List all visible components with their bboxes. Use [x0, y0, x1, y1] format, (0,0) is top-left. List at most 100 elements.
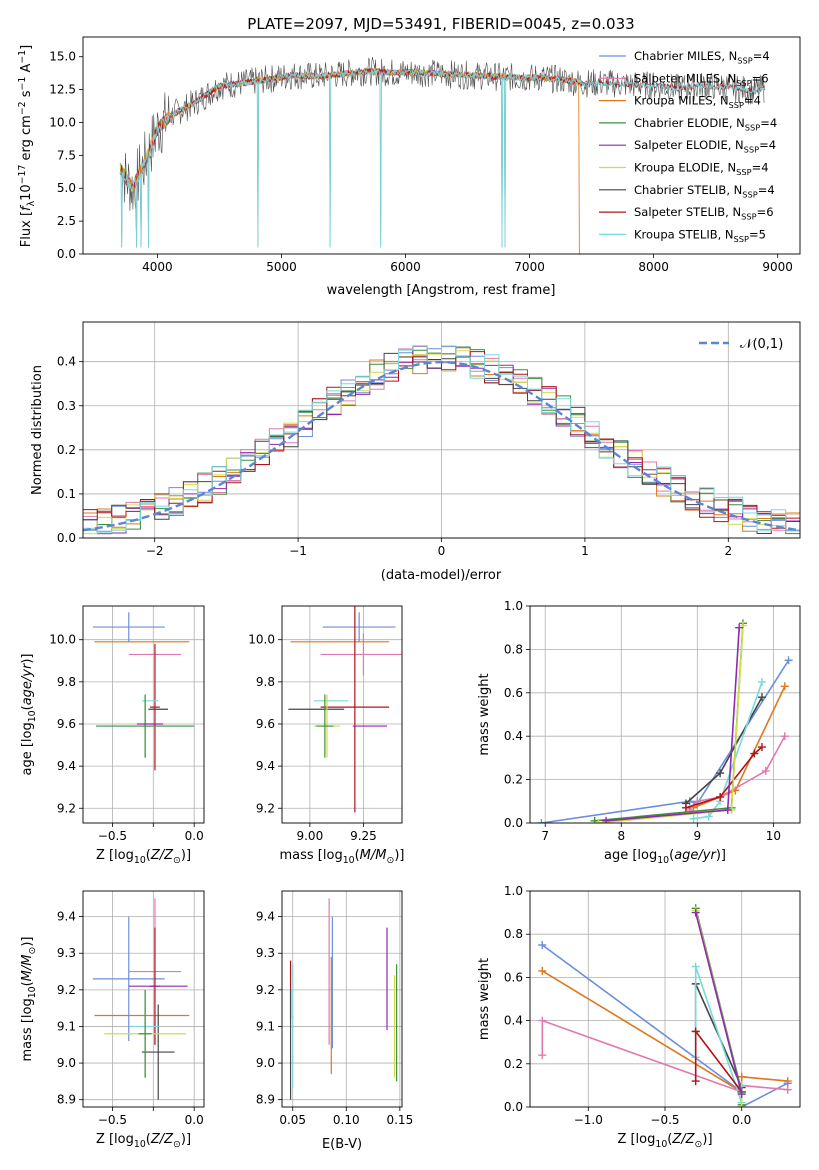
y-tick-label: 9.2	[57, 983, 76, 997]
label-part: =6	[752, 71, 769, 85]
axes-frame: 4000 5000 6000 7000 8000 9000 0.0 2.5 5.0 7.5 10.0…	[49, 36, 801, 274]
label-part: mass [log	[280, 848, 343, 863]
plot-area	[92, 612, 195, 771]
legend-label-4: Salpeter ELODIE, NSSP=4	[634, 138, 776, 154]
plot-area	[538, 904, 792, 1107]
weight-marker	[538, 1016, 547, 1025]
label-part: )]	[702, 1132, 712, 1147]
y-tick-label: 9.6	[57, 717, 76, 731]
weight-marker	[691, 1077, 700, 1086]
x-tick-label: 8	[617, 829, 625, 843]
weight-line-8	[694, 912, 743, 1095]
weight-marker	[757, 677, 766, 686]
weight-marker	[737, 1072, 746, 1081]
weight-marker	[723, 805, 732, 814]
label-part: )]	[716, 848, 726, 863]
x-tick-label: −0.5	[98, 1113, 127, 1127]
y-tick-label: 0.8	[504, 927, 523, 941]
weight-marker	[735, 623, 744, 632]
plot-area	[537, 619, 793, 823]
y-tick-label: 9.1	[57, 1019, 76, 1033]
hist-line-7	[83, 351, 800, 529]
weight-marker	[691, 1027, 700, 1036]
label-part: 10	[655, 1139, 667, 1150]
label-part: )]	[181, 848, 191, 863]
plot-area	[92, 898, 190, 1100]
label-part: Chabrier STELIB, N	[634, 183, 742, 197]
label-part: M/M	[20, 955, 35, 982]
label-part: (	[669, 848, 674, 863]
x-tick-label: 9.00	[296, 829, 323, 843]
weight-marker	[602, 816, 611, 823]
y-tick-label: 9.4	[57, 910, 76, 924]
x-tick-label: 4000	[142, 260, 173, 274]
label-part: −1	[17, 77, 28, 91]
legend-label-1: Salpeter MILES, NSSP=6	[634, 71, 769, 87]
hist-legend: 𝒩(0,1)	[699, 337, 783, 352]
y-tick-label: 9.3	[57, 946, 76, 960]
y-tick-label: 0.4	[504, 1014, 523, 1028]
y-tick-label: 1.0	[504, 599, 523, 613]
label-part: Z [log	[96, 848, 134, 863]
axes-spines	[529, 605, 801, 824]
y-tick-label: 9.4	[256, 910, 275, 924]
legend-label-normal: 𝒩(0,1)	[740, 337, 783, 352]
label-part: =5	[749, 227, 766, 241]
label-part: Salpeter MILES, N	[634, 71, 736, 85]
normal-curve	[83, 360, 800, 532]
y-tick-label: 8.9	[256, 1093, 275, 1107]
panel-age-vs-Z: −0.5 0.09.29.49.69.810.0Z [log10(Z/Z⊙)]ag…	[20, 605, 205, 866]
weight-marker	[761, 766, 770, 775]
x-axis-label: (data-model)/error	[381, 568, 502, 583]
x-axis-label: Z [log10(Z/Z⊙)]	[96, 1132, 191, 1150]
y-tick-label: 0.2	[504, 773, 523, 787]
x-tick-label: 0.15	[386, 1113, 413, 1127]
y-tick-label: 0.0	[504, 1100, 523, 1114]
weight-marker	[691, 962, 700, 971]
x-tick-label: 5000	[266, 260, 297, 274]
label-part: 10	[27, 986, 38, 998]
y-tick-label: 0.4	[57, 355, 76, 369]
weight-marker	[780, 732, 789, 741]
axes-frame: 7 8 9 10 0.0 0.2 0.4 0.6 0.8 1.0	[504, 599, 801, 843]
panel-mass-vs-Z: −0.5 0.08.99.09.19.29.39.4Z [log10(Z/Z⊙)]…	[20, 890, 205, 1150]
label-part: ⊙	[27, 947, 38, 955]
x-tick-label: 9.25	[350, 829, 377, 843]
label-part: (	[355, 848, 360, 863]
figure-title: PLATE=2097, MJD=53491, FIBERID=0045, z=0…	[247, 15, 634, 33]
label-part: 10	[657, 855, 669, 866]
legend-label-8: Kroupa STELIB, NSSP=5	[634, 227, 766, 243]
label-part: Salpeter STELIB, N	[634, 205, 741, 219]
label-part: Kroupa ELODIE, N	[634, 161, 736, 175]
y-tick-label: 0.4	[504, 729, 523, 743]
weight-marker	[538, 1051, 547, 1060]
label-part: (	[667, 1132, 672, 1147]
label-part: Salpeter ELODIE, N	[634, 138, 744, 152]
axes-frame: −0.5 0.0 8.9 9.0 9.1 9.2 9.3 9.4	[57, 890, 205, 1127]
x-tick-label: 0.0	[732, 1113, 751, 1127]
label-part: Kroupa MILES, N	[634, 94, 729, 108]
weight-marker	[538, 941, 547, 949]
y-tick-label: 9.2	[256, 801, 275, 815]
axes-frame: −0.5 0.0 9.2 9.4 9.6 9.8 10.0	[49, 605, 205, 843]
x-tick-label: 7	[541, 829, 549, 843]
label-part: SSP	[741, 212, 756, 222]
y-tick-label: 9.2	[57, 801, 76, 815]
y-tick-label: 0.6	[504, 686, 523, 700]
y-tick-label: 10.0	[49, 633, 76, 647]
axes-spines	[82, 605, 205, 824]
x-tick-label: 9	[694, 829, 702, 843]
panel-mass-vs-ebv: 0.05 0.10 0.15 8.9 9.0 9.1 9.2 9.3 9.4 E(B-V)	[256, 890, 413, 1152]
x-tick-label: 9000	[762, 260, 793, 274]
y-tick-label: 1.0	[504, 884, 523, 898]
label-part: ⊙	[173, 1139, 181, 1150]
y-axis-label: mass weight	[477, 673, 492, 755]
panel-age-vs-mass: 9.00 9.25 9.2 9.4 9.6 9.8 10.0 mass [log10(M/M⊙…	[248, 605, 404, 866]
label-part: =4	[759, 138, 776, 152]
label-part: 10	[134, 1139, 146, 1150]
x-tick-label: 0	[438, 544, 446, 558]
label-part: 10	[343, 855, 355, 866]
axes-spines	[281, 890, 403, 1108]
weight-marker	[750, 749, 759, 758]
